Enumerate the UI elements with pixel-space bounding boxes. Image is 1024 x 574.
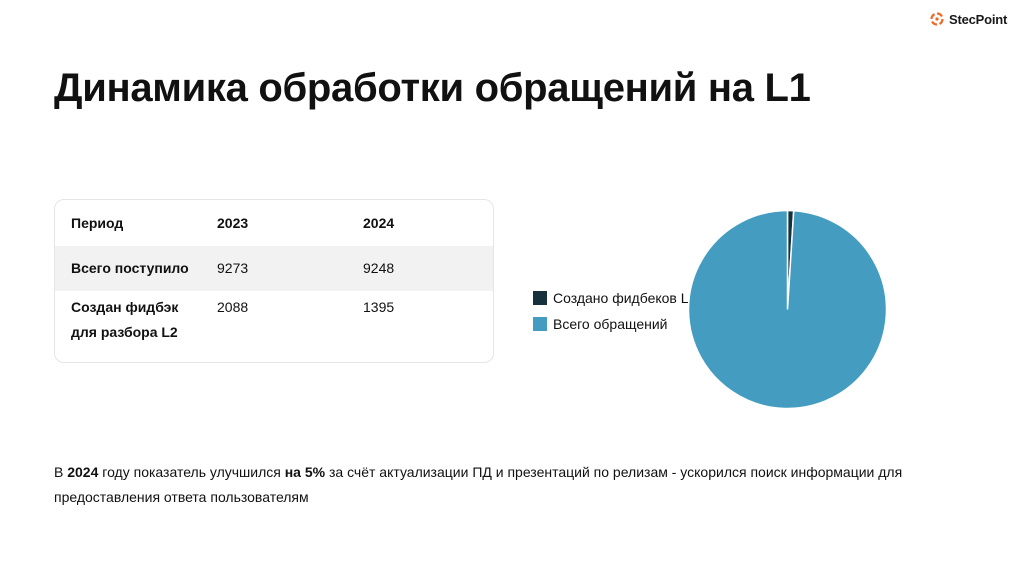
table-row: Всего поступило 9273 9248 [55, 246, 493, 291]
footnote-text: В [54, 464, 68, 480]
row-label: Создан фидбэк для разбора L2 [71, 299, 179, 340]
cell-2024: 9248 [363, 260, 395, 276]
table-row: Создан фидбэк для разбора L2 2088 1395 [55, 291, 493, 361]
legend-item-total: Всего обращений [533, 312, 696, 336]
table-header-row: Период 2023 2024 [55, 200, 493, 246]
legend-swatch [533, 317, 547, 331]
header-2023: 2023 [217, 215, 249, 231]
header-period: Период [71, 215, 124, 231]
brand-name: StecPoint [949, 11, 1008, 27]
cell-2023: 2088 [217, 299, 249, 315]
pie-slice-1 [687, 209, 888, 410]
pie-chart [687, 209, 888, 410]
legend-label: Всего обращений [553, 316, 668, 332]
footnote-percent: на 5% [284, 464, 326, 480]
legend-item-feedback: Создано фидбеков L2 [533, 286, 696, 310]
stecpoint-logo-icon [930, 12, 944, 26]
brand-logo: StecPoint [929, 11, 1007, 27]
chart-legend: Создано фидбеков L2 Всего обращений [533, 286, 696, 338]
footnote-text: году показатель улучшился [98, 464, 285, 480]
footnote: В 2024 году показатель улучшился на 5% з… [54, 460, 974, 510]
row-label: Всего поступило [71, 260, 189, 276]
footnote-text: за счёт актуализации ПД и презентаций по… [54, 464, 903, 505]
page-title: Динамика обработки обращений на L1 [54, 66, 811, 110]
cell-2023: 9273 [217, 260, 249, 276]
header-2024: 2024 [363, 215, 395, 231]
stats-table: Период 2023 2024 Всего поступило 9273 92… [54, 199, 494, 363]
cell-2024: 1395 [363, 299, 395, 315]
legend-swatch [533, 291, 547, 305]
legend-label: Создано фидбеков L2 [553, 290, 697, 306]
footnote-year: 2024 [67, 464, 99, 480]
